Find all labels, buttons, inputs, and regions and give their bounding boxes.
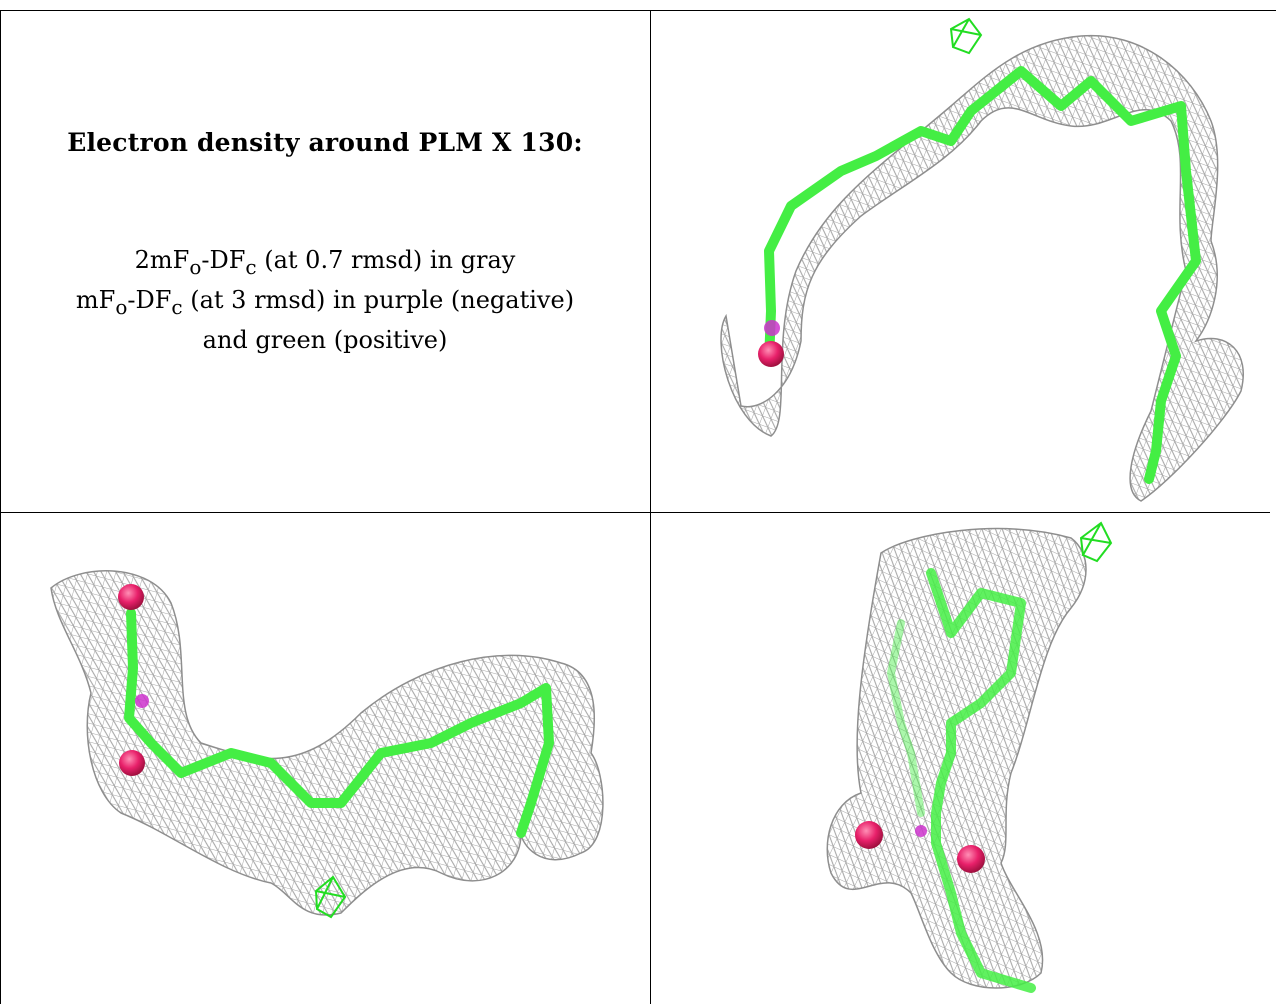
ligand-stick (926, 568, 1036, 993)
density-render-3 (826, 521, 1113, 993)
positive-density-blob (314, 875, 347, 919)
ligand-stick (124, 608, 554, 838)
oxygen-atom (957, 845, 985, 873)
density-mesh (50, 570, 604, 916)
table-center-border (650, 10, 651, 1004)
density-mesh (826, 527, 1087, 989)
caption-text: 2mFo-DFc (at 0.7 rmsd) in gray mFo-DFc (… (0, 244, 650, 357)
oxygen-atom (855, 821, 883, 849)
density-view-bottom-right (651, 513, 1276, 1004)
density-render-2 (50, 570, 604, 919)
density-view-bottom-left (1, 513, 650, 1004)
oxygen-atom (758, 341, 784, 367)
figure-title: Electron density around PLM X 130: (67, 128, 583, 157)
positive-density-blob (949, 17, 983, 55)
oxygen-atom (915, 825, 927, 837)
oxygen-atom (118, 584, 144, 610)
caption-cell: Electron density around PLM X 130: 2mFo-… (0, 0, 650, 512)
density-mesh (720, 34, 1244, 502)
oxygen-atom (135, 694, 149, 708)
ligand-stick (887, 619, 925, 817)
caption-line-mfo: mFo-DFc (at 3 rmsd) in purple (negative) (75, 285, 575, 319)
caption-line-green: and green (positive) (202, 325, 448, 354)
oxygen-atom (119, 750, 145, 776)
caption-line-2mfo: 2mFo-DFc (at 0.7 rmsd) in gray (134, 246, 516, 279)
table-top-border (0, 10, 1276, 11)
density-view-top-right (651, 11, 1276, 512)
density-render-1 (720, 17, 1244, 502)
ligand-stick (764, 66, 1201, 484)
oxygen-atom (764, 320, 780, 336)
table-middle-border (0, 512, 1270, 513)
positive-density-blob (1079, 521, 1113, 563)
table-left-border (0, 10, 1, 1004)
